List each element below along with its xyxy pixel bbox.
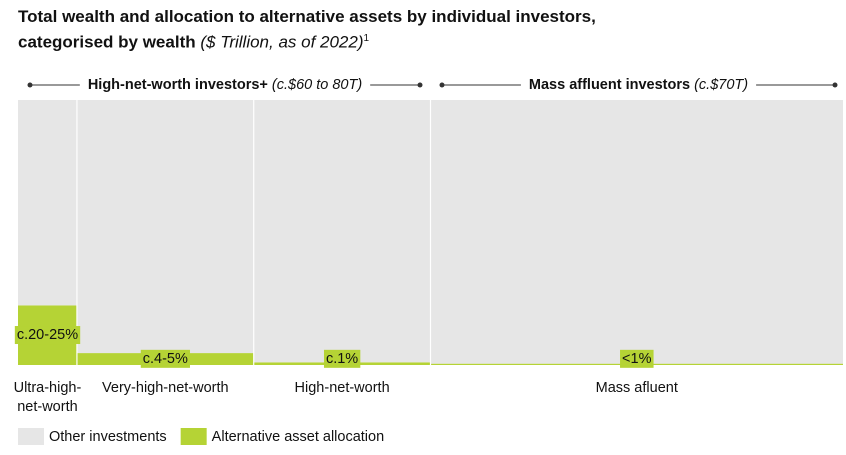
group-label: Mass affluent investors (c.$70T) [529,77,748,93]
value-label-bg [140,349,190,368]
value-label: c.20-25% [17,327,78,343]
value-label-group: <1% [620,349,654,368]
segment [430,100,843,364]
value-label-group: c.4-5% [140,349,190,368]
value-label-bg [620,349,654,368]
value-label-bg [14,326,81,345]
legend-swatch [180,428,207,445]
group-label-text: High-net-worth investors+ [88,77,268,93]
segment [18,100,77,306]
chart-title: Total wealth and allocation to alternati… [18,7,596,52]
x-tick-label: High-net-worth [294,380,390,396]
value-label: c.1% [326,351,358,367]
value-label: c.4-5% [143,351,188,367]
group-dot [439,82,445,88]
segment [253,100,431,363]
group-label-text: Mass affluent investors [529,77,690,93]
group-dot [27,82,33,88]
legend-label: Other investments [49,429,167,445]
group-label: High-net-worth investors+ (c.$60 to 80T) [88,77,362,93]
value-label-bg [323,349,361,368]
legend-swatch [18,428,44,445]
group-label-note: (c.$70T) [694,77,748,93]
segment [76,100,254,354]
chart-title-block: Total wealth and allocation to alternati… [18,6,618,54]
value-label-group: c.1% [323,349,361,368]
group-dot [417,82,423,88]
legend-label: Alternative asset allocation [212,429,385,445]
group-label-note: (c.$60 to 80T) [272,77,362,93]
value-label: <1% [622,351,652,367]
footnote-ref: 1 [363,33,370,44]
title-note: ($ Trillion, as of 2022) [200,32,364,52]
group-dot [832,82,838,88]
x-tick-label: Very-high-net-worth [102,380,229,396]
x-tick-label: Ultra-high-net-worth [13,380,82,415]
x-tick-label: Mass afluent [595,380,678,396]
value-label-group: c.20-25% [14,326,81,345]
